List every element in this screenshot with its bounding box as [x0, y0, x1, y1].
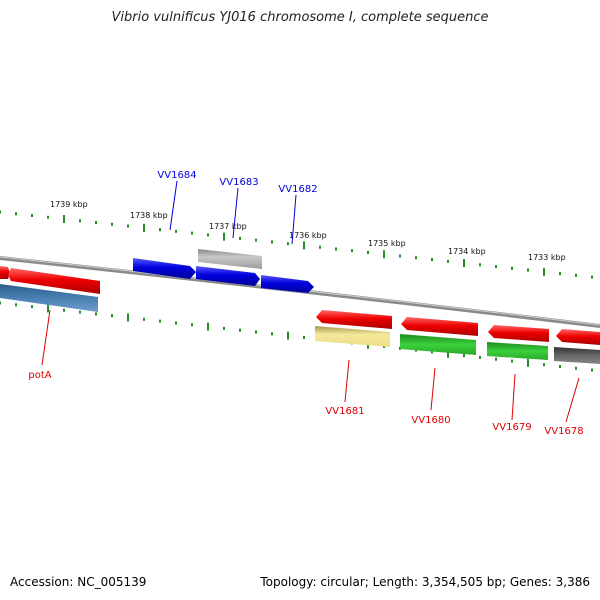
gene-arrow-dark[interactable]	[554, 347, 600, 364]
gene-arrow-vv1679[interactable]	[488, 325, 549, 342]
bottom-gene-labels: potA VV1681 VV1680 VV1679 VV1678	[28, 370, 583, 437]
gene-arrow-green[interactable]	[487, 342, 548, 360]
title: Vibrio vulnificus YJ016 chromosome I, co…	[111, 10, 489, 25]
gene-label-vv1682[interactable]: VV1682	[278, 184, 317, 195]
leader-line	[565, 377, 580, 423]
gene-arrow-vv1683[interactable]	[196, 266, 260, 286]
leader-line	[291, 194, 297, 245]
leader-line	[511, 373, 516, 421]
gene-label-vv1678[interactable]: VV1678	[544, 426, 583, 437]
tick-label: 1739 kbp	[50, 200, 88, 209]
tick-label: 1735 kbp	[368, 239, 406, 248]
gene-arrow-yellow[interactable]	[315, 326, 390, 347]
scale-labels: 1739 kbp 1738 kbp 1737 kbp 1736 kbp 1735…	[50, 200, 566, 262]
reverse-genes	[0, 284, 600, 364]
leader-line	[41, 309, 51, 366]
forward-genes	[0, 249, 314, 294]
tick-label: 1736 kbp	[289, 231, 327, 240]
top-leaders	[169, 180, 297, 245]
scale-ticks-top	[0, 210, 593, 279]
gene-arrow-vv1681[interactable]	[316, 310, 392, 329]
gene-arrow-red[interactable]	[0, 266, 10, 279]
gene-arrow-pota-lower[interactable]	[0, 284, 98, 312]
bottom-leaders	[41, 309, 580, 423]
tick-label: 1737 kbp	[209, 222, 247, 231]
gene-arrow-vv1680[interactable]	[401, 317, 478, 336]
gene-label-vv1683[interactable]: VV1683	[219, 177, 258, 188]
tick-label: 1738 kbp	[130, 211, 168, 220]
gene-label-pota[interactable]: potA	[28, 370, 51, 381]
tick-label: 1734 kbp	[448, 247, 486, 256]
gene-arrow-green[interactable]	[400, 334, 476, 355]
gene-arrow-gray[interactable]	[198, 249, 262, 269]
topology-summary: Topology: circular; Length: 3,354,505 bp…	[260, 575, 590, 589]
leader-line	[232, 187, 239, 239]
gene-label-vv1679[interactable]: VV1679	[492, 422, 531, 433]
leader-line	[169, 180, 178, 231]
gene-label-vv1684[interactable]: VV1684	[157, 170, 196, 181]
tick-label: 1733 kbp	[528, 253, 566, 262]
accession-text: Accession: NC_005139	[10, 575, 147, 589]
gene-arrow-vv1684[interactable]	[133, 258, 196, 279]
leader-line	[344, 359, 350, 403]
gene-arrow-vv1682[interactable]	[261, 275, 314, 293]
top-gene-labels: VV1684 VV1683 VV1682	[157, 170, 317, 195]
leader-line	[430, 367, 436, 411]
gene-arrow-vv1678[interactable]	[556, 329, 600, 345]
gene-label-vv1680[interactable]: VV1680	[411, 415, 450, 426]
gene-arrow-red[interactable]	[8, 268, 100, 294]
gene-label-vv1681[interactable]: VV1681	[325, 406, 364, 417]
